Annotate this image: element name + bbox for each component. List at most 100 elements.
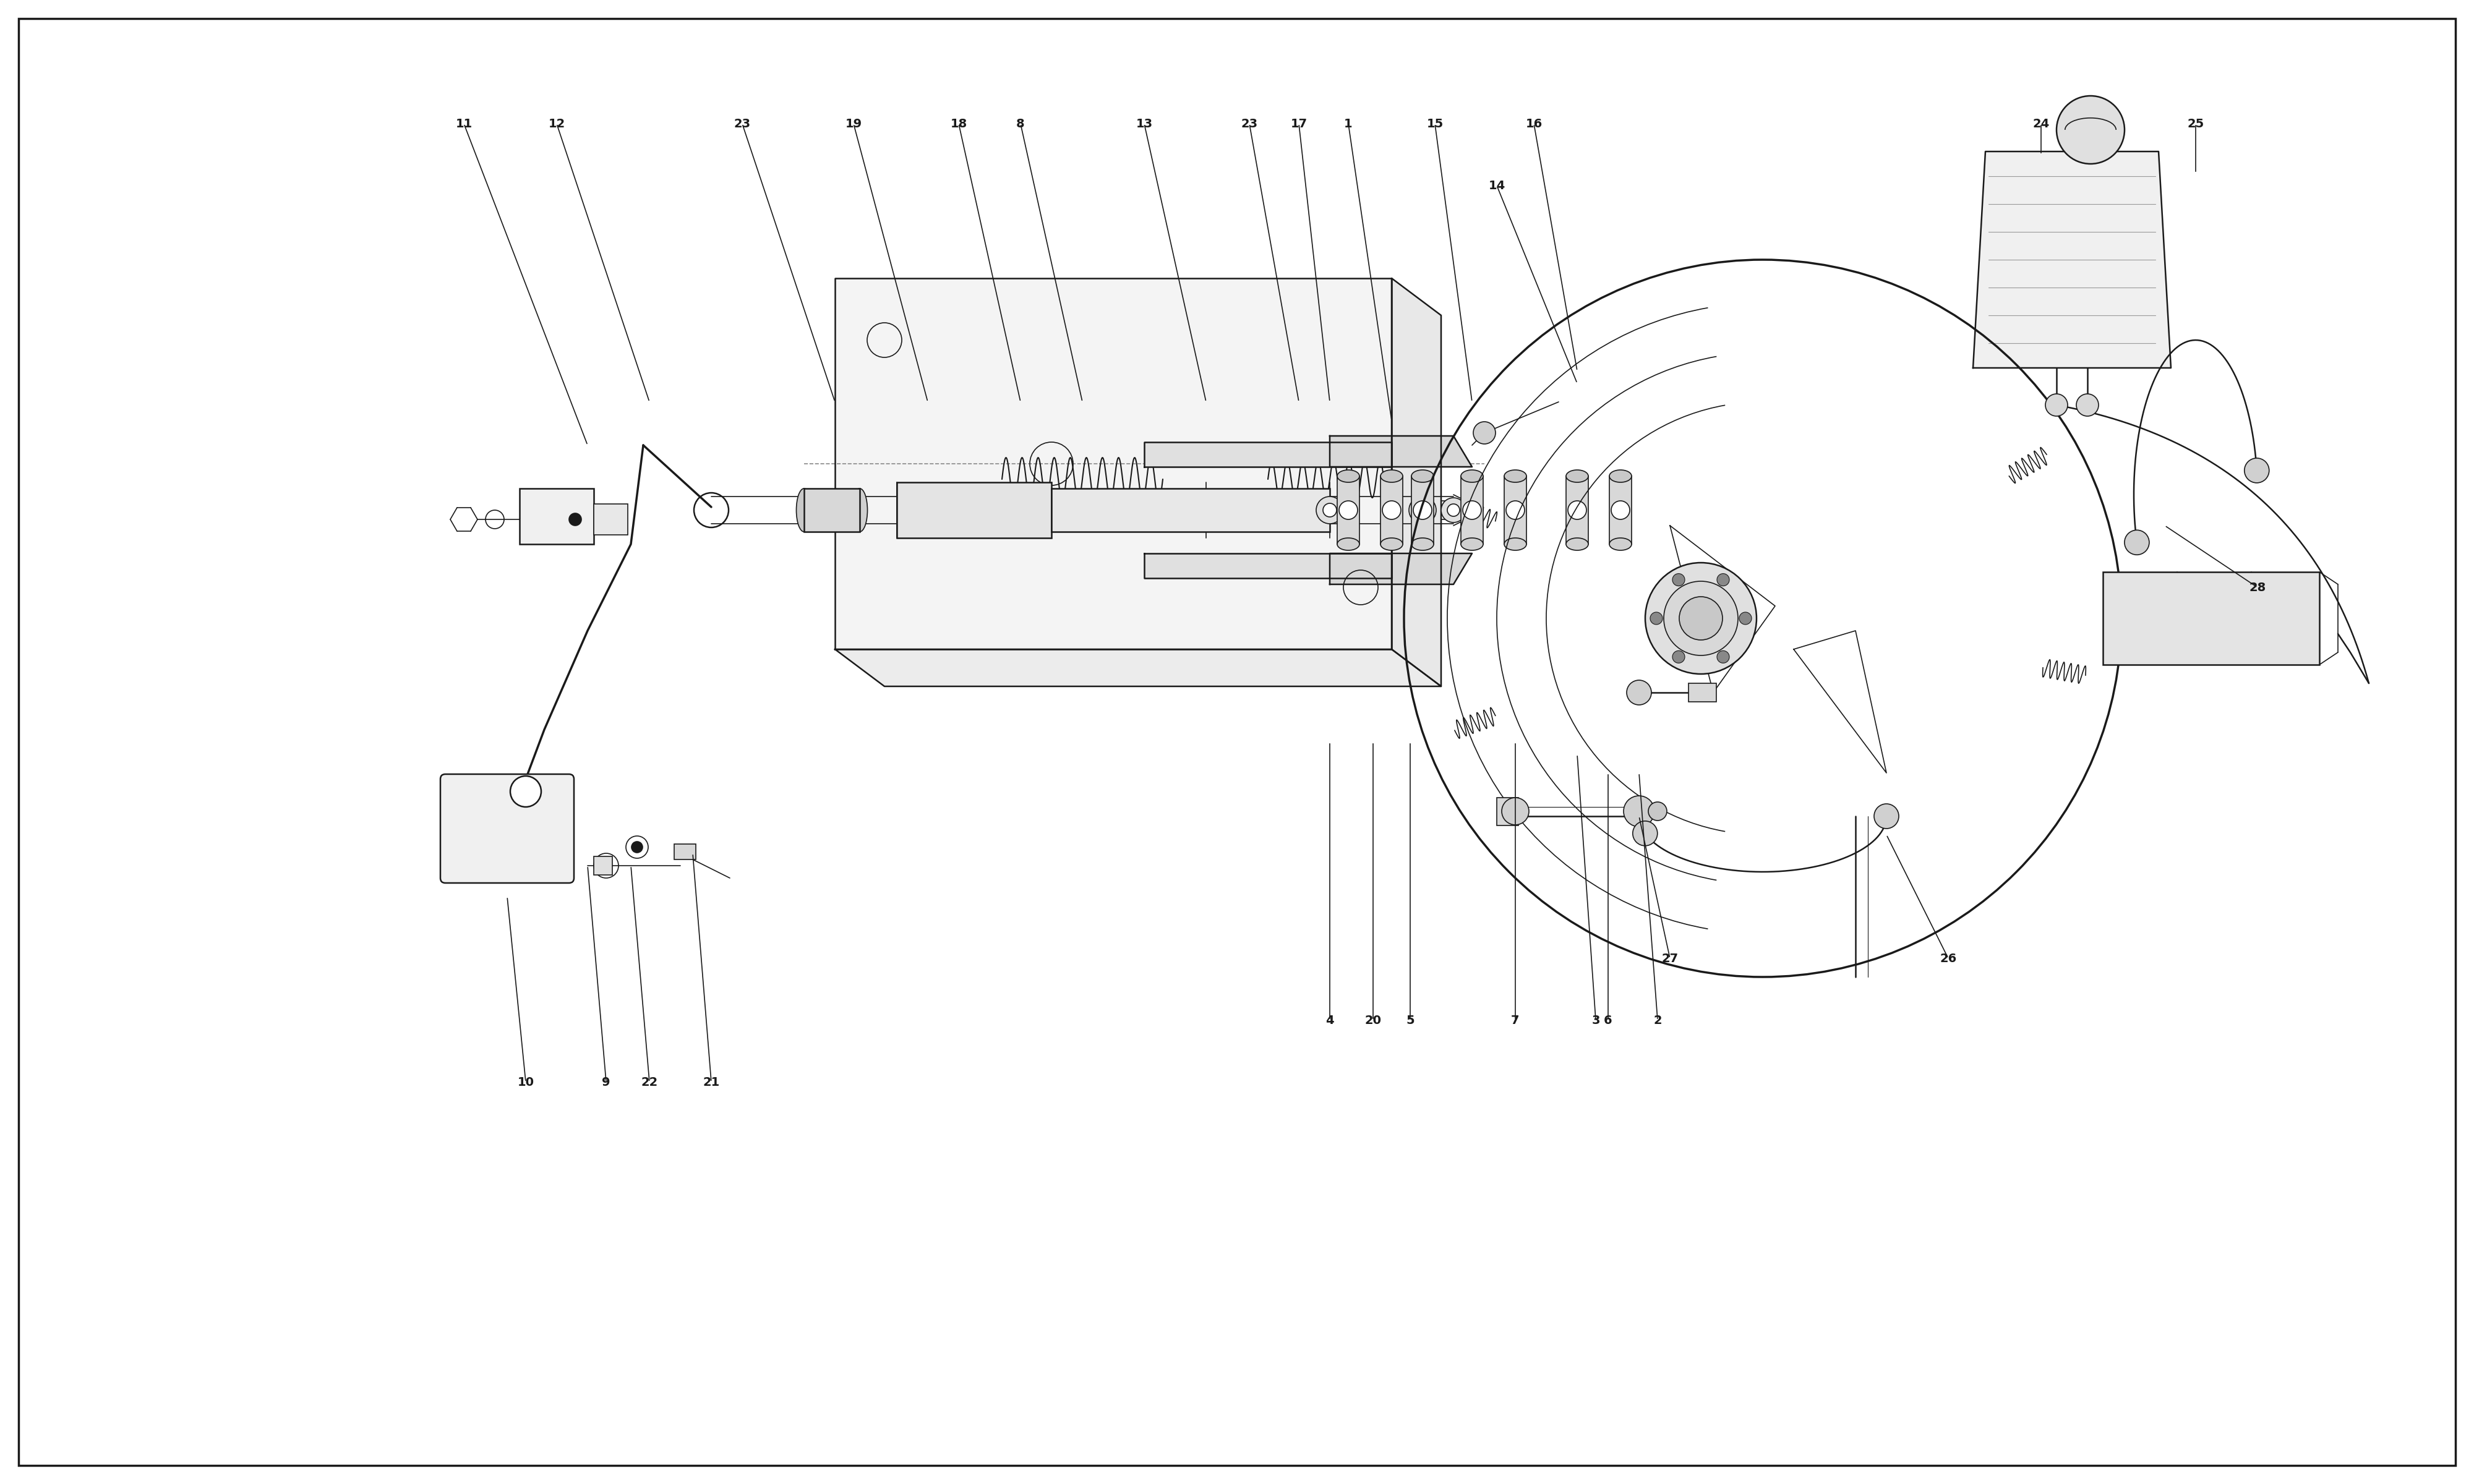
Circle shape — [1645, 562, 1757, 674]
Bar — [896, 482, 1051, 537]
Ellipse shape — [1504, 537, 1526, 551]
Text: 18: 18 — [950, 117, 967, 129]
Text: 8: 8 — [1017, 117, 1024, 129]
Circle shape — [510, 776, 542, 807]
Text: 2: 2 — [1653, 1015, 1663, 1025]
Ellipse shape — [1608, 470, 1633, 482]
Circle shape — [1739, 611, 1752, 625]
Bar — [594, 856, 614, 876]
Polygon shape — [1143, 554, 1390, 579]
Polygon shape — [1390, 279, 1440, 686]
Circle shape — [1507, 500, 1524, 519]
Ellipse shape — [851, 488, 868, 531]
Circle shape — [1475, 421, 1494, 444]
Bar — [1460, 476, 1484, 545]
Circle shape — [1324, 503, 1336, 516]
Circle shape — [1628, 680, 1653, 705]
Circle shape — [1410, 497, 1435, 524]
Circle shape — [1717, 650, 1729, 663]
Text: 23: 23 — [735, 117, 750, 129]
Circle shape — [1338, 500, 1358, 519]
Text: 26: 26 — [1940, 953, 1957, 965]
Circle shape — [1875, 804, 1900, 828]
Circle shape — [1611, 500, 1630, 519]
Circle shape — [1462, 500, 1482, 519]
Polygon shape — [1331, 554, 1472, 585]
Text: 15: 15 — [1427, 117, 1442, 129]
Text: 22: 22 — [641, 1076, 658, 1088]
Text: 10: 10 — [517, 1076, 534, 1088]
Text: 28: 28 — [2249, 582, 2266, 594]
Bar — [1336, 476, 1361, 545]
Ellipse shape — [1460, 470, 1484, 482]
Circle shape — [2076, 393, 2098, 416]
Circle shape — [1648, 801, 1667, 821]
Circle shape — [1650, 611, 1663, 625]
Circle shape — [1633, 821, 1658, 846]
Ellipse shape — [1566, 537, 1588, 551]
Circle shape — [1672, 650, 1685, 663]
Polygon shape — [836, 279, 1390, 650]
Circle shape — [1569, 500, 1586, 519]
Circle shape — [1383, 500, 1400, 519]
Text: 4: 4 — [1326, 1015, 1333, 1025]
Bar — [520, 488, 594, 545]
Circle shape — [1447, 505, 1460, 516]
Ellipse shape — [1410, 537, 1435, 551]
Ellipse shape — [797, 488, 811, 531]
Text: 14: 14 — [1489, 180, 1504, 191]
Text: 23: 23 — [1242, 117, 1257, 129]
Bar — [2103, 571, 2321, 665]
Text: 11: 11 — [455, 117, 473, 129]
Polygon shape — [1974, 151, 2172, 368]
Circle shape — [1672, 574, 1685, 586]
Circle shape — [1680, 597, 1722, 640]
Polygon shape — [1143, 442, 1390, 467]
Ellipse shape — [1336, 470, 1361, 482]
Text: 13: 13 — [1136, 117, 1153, 129]
Text: 20: 20 — [1366, 1015, 1380, 1025]
Circle shape — [569, 513, 581, 525]
Ellipse shape — [1380, 470, 1403, 482]
Bar — [804, 488, 861, 531]
Circle shape — [1623, 795, 1655, 827]
Text: 7: 7 — [1512, 1015, 1519, 1025]
Text: 27: 27 — [1663, 953, 1677, 965]
Polygon shape — [836, 650, 1440, 686]
Circle shape — [1717, 574, 1729, 586]
Circle shape — [2244, 459, 2269, 482]
Circle shape — [1440, 497, 1465, 522]
FancyBboxPatch shape — [440, 775, 574, 883]
Text: 3: 3 — [1591, 1015, 1601, 1025]
Circle shape — [1316, 497, 1343, 524]
Text: 6: 6 — [1603, 1015, 1613, 1025]
Bar — [1687, 683, 1717, 702]
Text: 16: 16 — [1526, 117, 1541, 129]
Circle shape — [1415, 503, 1430, 516]
Polygon shape — [1331, 436, 1472, 467]
Ellipse shape — [1504, 470, 1526, 482]
Bar — [1410, 476, 1435, 545]
Circle shape — [2046, 393, 2068, 416]
Bar — [1504, 476, 1526, 545]
Circle shape — [1663, 582, 1737, 656]
Bar — [1608, 476, 1633, 545]
Text: 17: 17 — [1291, 117, 1306, 129]
Circle shape — [631, 841, 643, 853]
Ellipse shape — [1410, 470, 1435, 482]
Circle shape — [1502, 798, 1529, 825]
Ellipse shape — [1460, 537, 1484, 551]
Bar — [1051, 488, 1331, 531]
Circle shape — [2056, 96, 2125, 163]
Ellipse shape — [1566, 470, 1588, 482]
Ellipse shape — [1336, 537, 1361, 551]
Text: 12: 12 — [549, 117, 564, 129]
Text: 21: 21 — [703, 1076, 720, 1088]
Bar — [673, 844, 695, 859]
Text: 9: 9 — [601, 1076, 611, 1088]
Bar — [1497, 798, 1519, 825]
Ellipse shape — [1608, 537, 1633, 551]
Text: 19: 19 — [846, 117, 861, 129]
Bar — [594, 505, 628, 534]
Bar — [1566, 476, 1588, 545]
